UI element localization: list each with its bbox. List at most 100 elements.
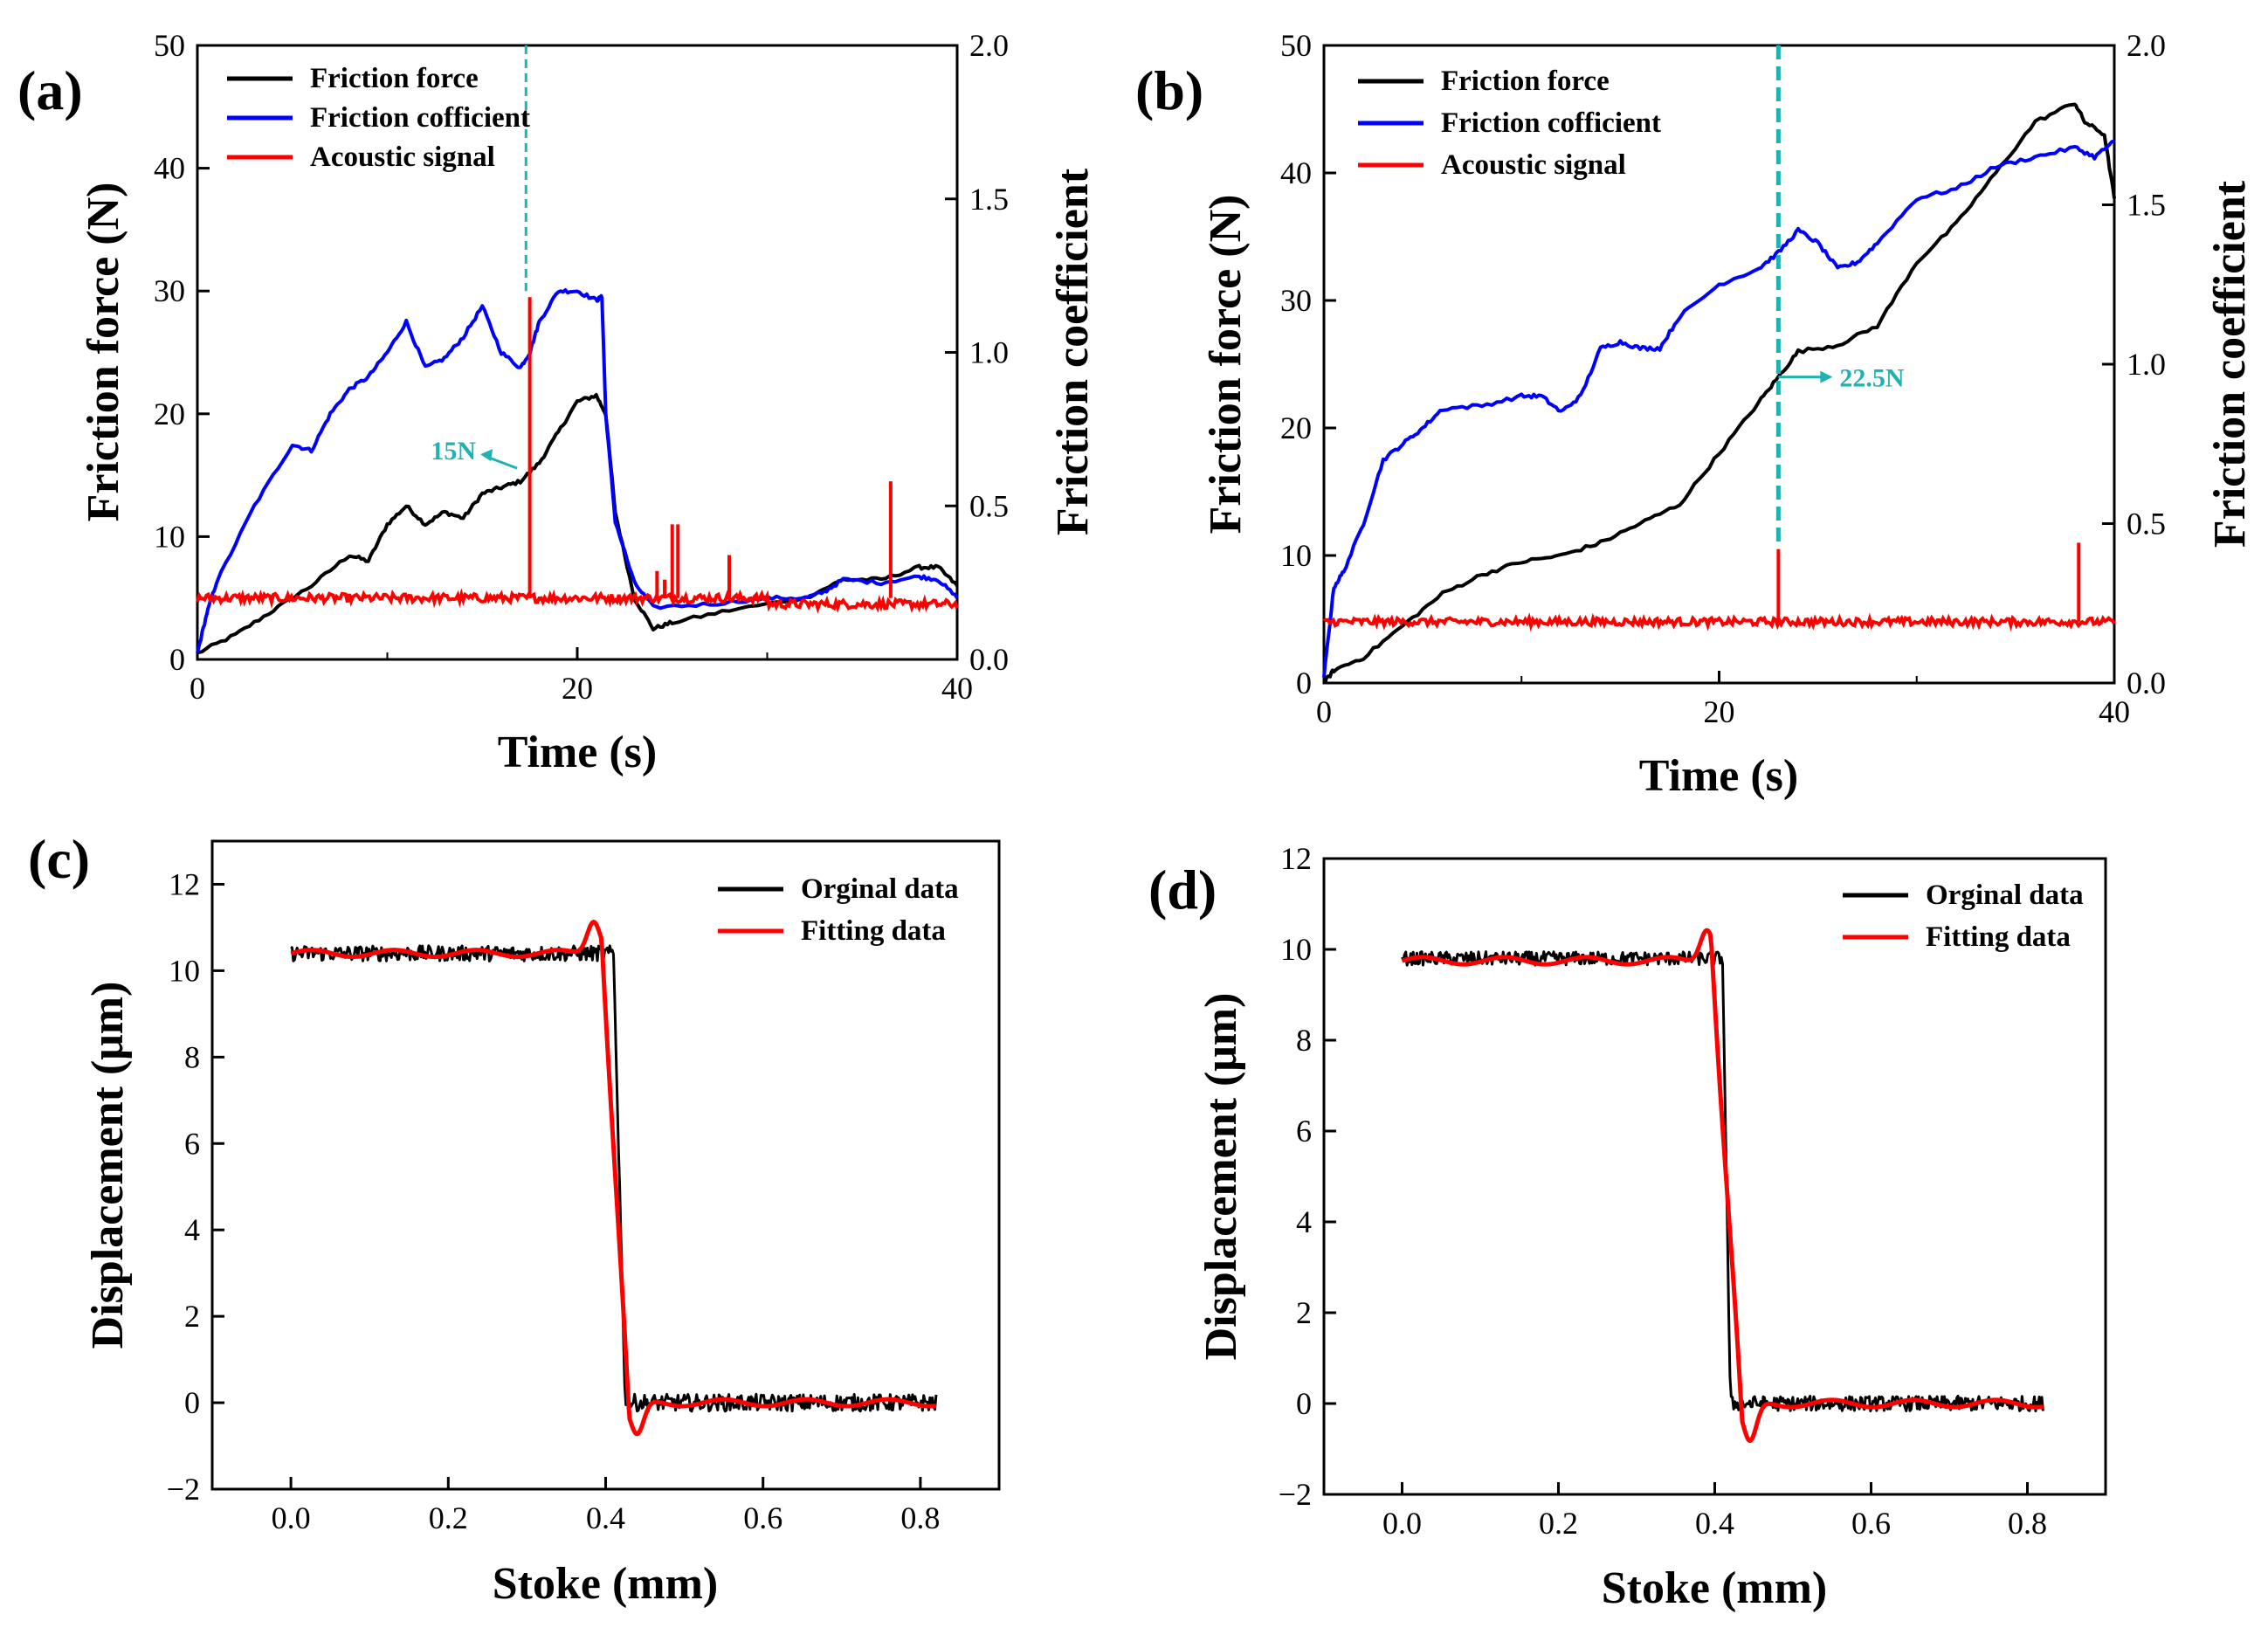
- annotation-label: 22.5N: [1839, 364, 1905, 393]
- x-tick-label: 40: [2099, 694, 2130, 729]
- y-tick-label: 10: [154, 519, 185, 554]
- x-tick-label: 0.0: [272, 1500, 311, 1535]
- y-tick-label: 10: [1280, 932, 1312, 967]
- panel-d-y-axis-title: Displacement (μm): [1196, 993, 1246, 1361]
- legend-label: Orginal data: [1926, 880, 2084, 911]
- friction-coefficient-line: [196, 288, 959, 654]
- panel-a-label: (a): [17, 59, 83, 121]
- panel-b-y-ticks: 0 10 20 30 40 50: [1280, 28, 1336, 700]
- y-right-tick-label: 2.0: [2127, 28, 2166, 63]
- y-right-tick-label: 0.5: [969, 488, 1009, 523]
- y-tick-label: −2: [1279, 1477, 1312, 1512]
- y-tick-label: 10: [1280, 538, 1312, 573]
- y-tick-label: 20: [154, 397, 185, 431]
- panel-d: (d) 0.0 0.2 0.4 0.6 0.8 −2 0 2 4 6 8 10 12 Orginal …: [1148, 841, 2107, 1613]
- panel-a-y-right-axis-title: Friction coefficient: [1048, 168, 1098, 535]
- y-tick-label: 4: [184, 1212, 200, 1247]
- friction-coefficient-line: [1322, 139, 2115, 678]
- panel-b-x-axis-title: Time (s): [1639, 751, 1798, 801]
- y-tick-label: 8: [184, 1039, 200, 1074]
- panel-a-y-ticks: 0 10 20 30 40 50: [154, 28, 210, 677]
- y-right-tick-label: 1.5: [969, 182, 1009, 217]
- x-tick-label: 20: [1704, 694, 1735, 729]
- panel-d-label: (d): [1148, 859, 1217, 921]
- panel-c-x-ticks: 0.0 0.2 0.4 0.6 0.8: [272, 1477, 940, 1535]
- y-tick-label: 20: [1280, 410, 1312, 445]
- y-tick-label: 0: [1296, 1386, 1312, 1421]
- x-tick-label: 0.8: [2008, 1506, 2047, 1541]
- y-tick-label: 30: [154, 273, 185, 308]
- annotation-arrowhead: [1820, 370, 1833, 383]
- panel-b-series: [1322, 102, 2116, 685]
- y-right-tick-label: 1.0: [969, 335, 1009, 370]
- acoustic-signal-line: [1322, 612, 2116, 632]
- y-tick-label: 40: [154, 151, 185, 186]
- x-tick-label: 0.6: [1851, 1506, 1891, 1541]
- y-tick-label: 2: [184, 1299, 200, 1334]
- y-right-tick-label: 1.5: [2127, 188, 2166, 223]
- legend-label: Friction force: [1441, 66, 1610, 97]
- panel-c-y-axis-title: Displacement (μm): [83, 982, 133, 1349]
- y-tick-label: 8: [1296, 1023, 1312, 1058]
- legend-label: Friction force: [310, 63, 479, 94]
- panel-c-series: [290, 920, 938, 1437]
- y-tick-label: 50: [1280, 28, 1312, 63]
- y-tick-label: 6: [1296, 1114, 1312, 1149]
- y-tick-label: 50: [154, 28, 185, 63]
- y-tick-label: 0: [184, 1385, 200, 1420]
- x-tick-label: 0.2: [1539, 1506, 1578, 1541]
- panel-d-y-ticks: −2 0 2 4 6 8 10 12: [1279, 841, 1336, 1512]
- x-tick-label: 20: [562, 671, 593, 706]
- y-right-tick-label: 0.0: [2127, 666, 2166, 700]
- panel-c-legend: Orginal data Fitting data: [718, 873, 959, 947]
- annotation-label: 15N: [431, 437, 476, 466]
- panel-b-plot-frame: [1322, 44, 2116, 685]
- panel-d-series: [1401, 928, 2044, 1444]
- y-right-tick-label: 2.0: [969, 28, 1009, 63]
- fitting-data-line: [290, 920, 937, 1437]
- panel-a-annotations: 15N: [431, 45, 527, 470]
- panel-a-series: [196, 288, 959, 655]
- panel-b-y-axis-title: Friction force (N): [1201, 195, 1251, 535]
- y-tick-label: 0: [1296, 666, 1312, 700]
- legend-label: Fitting data: [801, 915, 946, 947]
- y-tick-label: 10: [169, 953, 200, 988]
- panel-c-label: (c): [28, 828, 90, 890]
- y-tick-label: −2: [167, 1472, 200, 1507]
- panel-a-legend: Friction force Friction cofficient Acousti…: [227, 63, 530, 173]
- legend-label: Fitting data: [1926, 921, 2071, 953]
- y-right-tick-label: 1.0: [2127, 347, 2166, 382]
- friction-force-line: [196, 392, 959, 655]
- panel-b-annotations: 22.5N: [1775, 45, 1905, 543]
- x-tick-label: 0.6: [743, 1500, 782, 1535]
- panel-a-x-axis-title: Time (s): [498, 728, 657, 777]
- panel-a-plot-frame: [196, 44, 959, 661]
- panel-b: (b) 0 20 40 0 10 20 30 40 50 0.0 0.5 1.0 1.5 2.0 22…: [1135, 28, 2255, 801]
- legend-label: Acoustic signal: [1441, 149, 1626, 181]
- original-data-line: [1401, 950, 2044, 1413]
- panel-a-y-right-ticks: 0.0 0.5 1.0 1.5 2.0: [945, 28, 1009, 677]
- x-tick-label: 0: [190, 671, 205, 706]
- legend-label: Acoustic signal: [310, 141, 495, 173]
- y-tick-label: 0: [169, 642, 185, 677]
- y-tick-label: 12: [169, 866, 200, 901]
- y-tick-label: 12: [1280, 841, 1312, 876]
- panel-d-x-ticks: 0.0 0.2 0.4 0.6 0.8: [1382, 1482, 2047, 1541]
- panel-b-y-right-ticks: 0.0 0.5 1.0 1.5 2.0: [2102, 28, 2166, 700]
- y-tick-label: 40: [1280, 155, 1312, 190]
- x-tick-label: 0.4: [586, 1500, 625, 1535]
- fitting-data-line: [1401, 928, 2044, 1444]
- legend-label: Friction cofficient: [310, 102, 530, 134]
- panel-c-x-axis-title: Stoke (mm): [493, 1559, 719, 1609]
- x-tick-label: 40: [941, 671, 973, 706]
- acoustic-signal-line: [196, 588, 959, 614]
- annotation-arrowhead: [480, 449, 493, 462]
- panel-b-y-right-axis-title: Friction coefficient: [2205, 180, 2255, 548]
- x-tick-label: 0.0: [1382, 1506, 1422, 1541]
- panel-a: (a) 0 20 40 0 10 20 30 40 50 0.0 0.5 1.0 1.5 2.0 15…: [17, 28, 1098, 777]
- x-tick-label: 0.8: [900, 1500, 940, 1535]
- panel-d-x-axis-title: Stoke (mm): [1602, 1563, 1828, 1613]
- y-tick-label: 6: [184, 1126, 200, 1161]
